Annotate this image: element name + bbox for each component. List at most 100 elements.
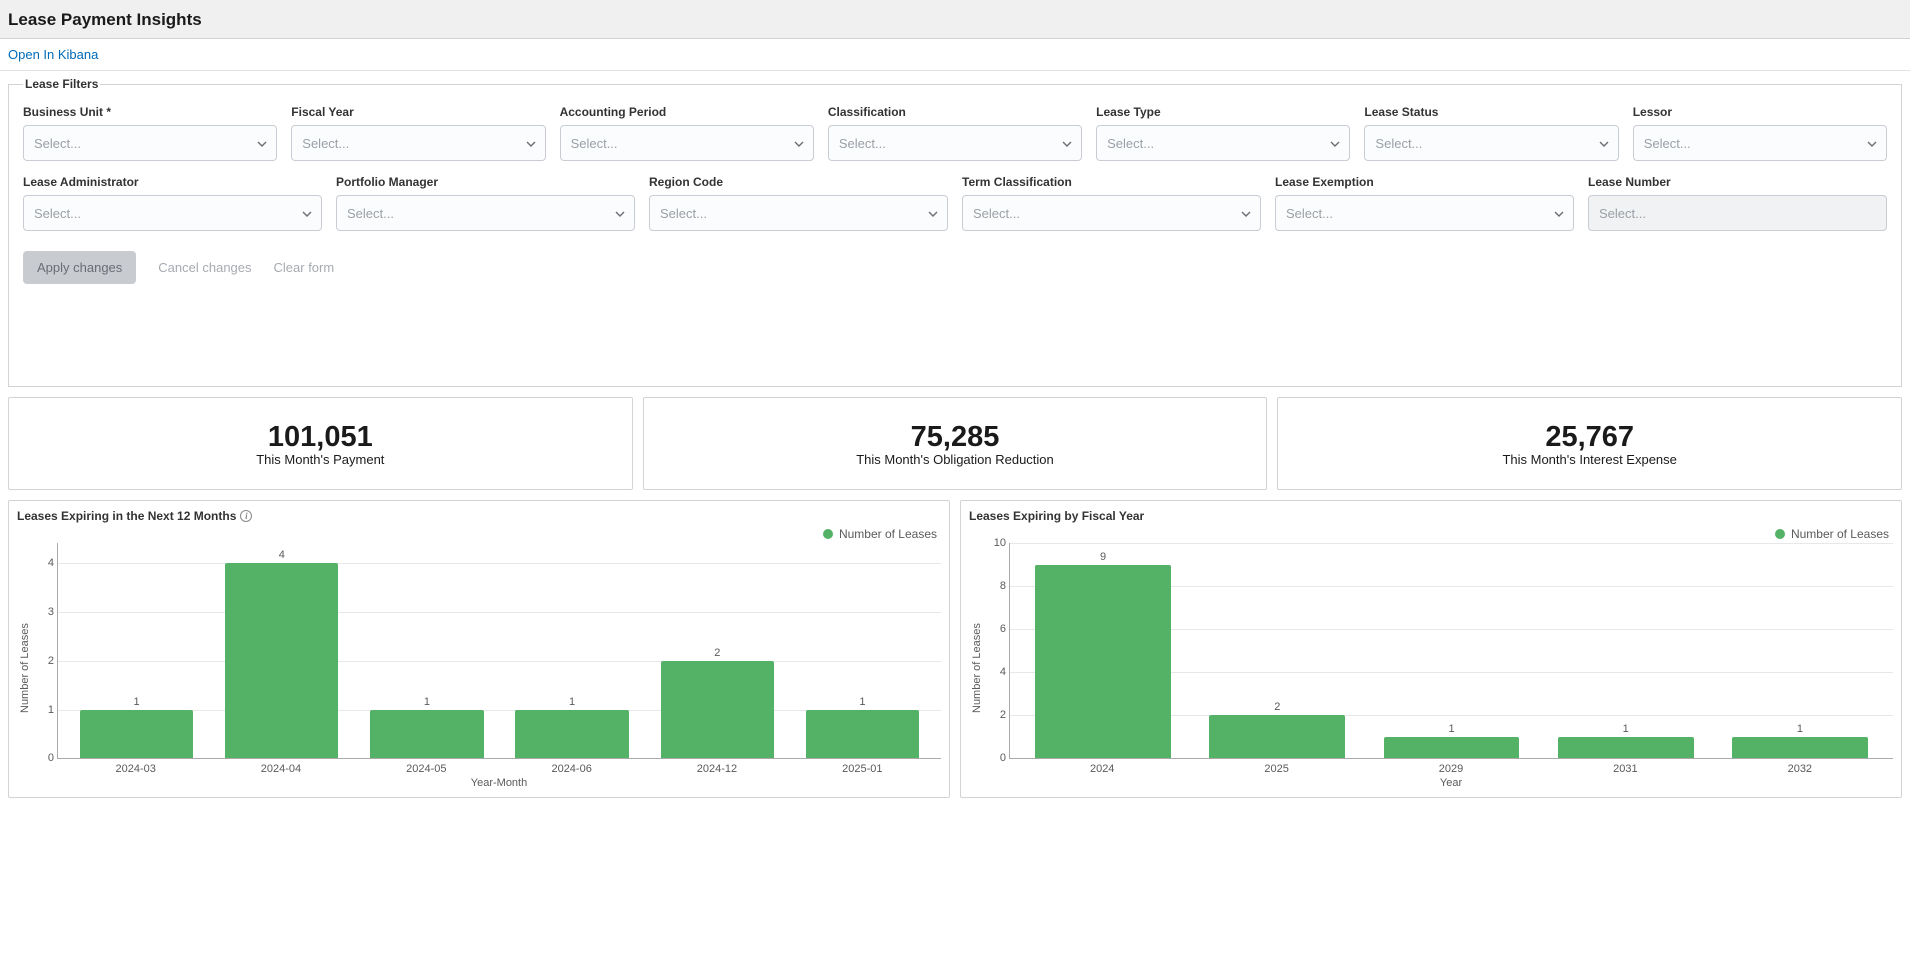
filter-business-unit: Business Unit * Select... bbox=[23, 105, 277, 161]
bar-slot: 1 bbox=[64, 543, 209, 758]
open-in-kibana-link[interactable]: Open In Kibana bbox=[8, 47, 98, 62]
filter-label-lessor: Lessor bbox=[1633, 105, 1887, 119]
select-accounting-period[interactable]: Select... bbox=[560, 125, 814, 161]
y-tick: 8 bbox=[988, 580, 1006, 592]
bar-value-label: 1 bbox=[859, 696, 865, 708]
bar bbox=[1732, 737, 1868, 759]
select-portfolio-manager[interactable]: Select... bbox=[336, 195, 635, 231]
x-tick: 2031 bbox=[1538, 759, 1712, 775]
select-placeholder: Select... bbox=[571, 136, 618, 151]
x-axis-label: Year bbox=[1009, 777, 1893, 789]
kpi-payment: 101,051This Month's Payment bbox=[8, 397, 633, 490]
legend-dot-icon bbox=[823, 529, 833, 539]
chevron-down-icon bbox=[793, 138, 803, 148]
chart-body: Number of Leases012341411212024-032024-0… bbox=[17, 543, 941, 793]
select-lease-status[interactable]: Select... bbox=[1364, 125, 1618, 161]
select-placeholder: Select... bbox=[1286, 206, 1333, 221]
apply-changes-button[interactable]: Apply changes bbox=[23, 251, 136, 284]
legend-dot-icon bbox=[1775, 529, 1785, 539]
x-ticks: 20242025202920312032 bbox=[1009, 759, 1893, 775]
bar bbox=[515, 710, 628, 759]
x-tick: 2025-01 bbox=[790, 759, 935, 775]
bar-value-label: 4 bbox=[279, 549, 285, 561]
bars-container: 141121 bbox=[58, 543, 941, 758]
x-tick: 2029 bbox=[1364, 759, 1538, 775]
select-region-code[interactable]: Select... bbox=[649, 195, 948, 231]
kpi-label: This Month's Payment bbox=[19, 452, 622, 467]
filters-legend: Lease Filters bbox=[23, 77, 100, 91]
filter-region-code: Region CodeSelect... bbox=[649, 175, 948, 231]
filter-classification: ClassificationSelect... bbox=[828, 105, 1082, 161]
select-lessor[interactable]: Select... bbox=[1633, 125, 1887, 161]
chevron-down-icon bbox=[614, 208, 624, 218]
select-business-unit[interactable]: Select... bbox=[23, 125, 277, 161]
clear-form-button[interactable]: Clear form bbox=[274, 251, 335, 284]
filter-label-business-unit: Business Unit * bbox=[23, 105, 277, 119]
cancel-changes-button[interactable]: Cancel changes bbox=[158, 251, 251, 284]
bar bbox=[225, 563, 338, 758]
info-icon[interactable]: i bbox=[240, 510, 252, 522]
filter-lease-status: Lease StatusSelect... bbox=[1364, 105, 1618, 161]
y-tick: 4 bbox=[988, 666, 1006, 678]
kpi-value: 101,051 bbox=[19, 422, 622, 452]
filter-label-lease-administrator: Lease Administrator bbox=[23, 175, 322, 189]
select-lease-administrator[interactable]: Select... bbox=[23, 195, 322, 231]
y-tick: 10 bbox=[988, 537, 1006, 549]
kpi-label: This Month's Interest Expense bbox=[1288, 452, 1891, 467]
select-fiscal-year[interactable]: Select... bbox=[291, 125, 545, 161]
y-tick: 2 bbox=[988, 709, 1006, 721]
chevron-down-icon bbox=[1598, 138, 1608, 148]
chevron-down-icon bbox=[1240, 208, 1250, 218]
chevron-down-icon bbox=[1553, 208, 1563, 218]
chart-expiring-12-months: Leases Expiring in the Next 12 Months i Nu… bbox=[8, 500, 950, 798]
bar-value-label: 1 bbox=[1797, 723, 1803, 735]
select-placeholder: Select... bbox=[1599, 206, 1646, 221]
y-axis-label: Number of Leases bbox=[17, 543, 33, 793]
select-placeholder: Select... bbox=[34, 136, 81, 151]
bar-slot: 1 bbox=[790, 543, 935, 758]
select-lease-type[interactable]: Select... bbox=[1096, 125, 1350, 161]
bar bbox=[80, 710, 193, 759]
select-placeholder: Select... bbox=[34, 206, 81, 221]
bar-slot: 2 bbox=[645, 543, 790, 758]
select-lease-number: Select... bbox=[1588, 195, 1887, 231]
y-tick: 6 bbox=[988, 623, 1006, 635]
filter-lease-number: Lease NumberSelect... bbox=[1588, 175, 1887, 231]
select-placeholder: Select... bbox=[839, 136, 886, 151]
plot-wrap: 012341411212024-032024-042024-052024-062… bbox=[33, 543, 941, 793]
chevron-down-icon bbox=[1061, 138, 1071, 148]
page-header: Lease Payment Insights bbox=[0, 0, 1910, 39]
filter-term-classification: Term ClassificationSelect... bbox=[962, 175, 1261, 231]
x-axis-label: Year-Month bbox=[57, 777, 941, 789]
chart-legend: Number of Leases bbox=[17, 527, 937, 541]
bar-value-label: 1 bbox=[1448, 723, 1454, 735]
bars-container: 92111 bbox=[1010, 543, 1893, 758]
x-tick: 2024-12 bbox=[644, 759, 789, 775]
bar-value-label: 2 bbox=[714, 647, 720, 659]
select-placeholder: Select... bbox=[973, 206, 1020, 221]
x-tick: 2025 bbox=[1189, 759, 1363, 775]
link-row: Open In Kibana bbox=[0, 39, 1910, 71]
filters-button-row: Apply changes Cancel changes Clear form bbox=[23, 251, 1887, 284]
bar bbox=[806, 710, 919, 759]
chart-title-text: Leases Expiring in the Next 12 Months bbox=[17, 509, 236, 523]
y-tick: 4 bbox=[36, 557, 54, 569]
chart-legend: Number of Leases bbox=[969, 527, 1889, 541]
filter-lease-exemption: Lease ExemptionSelect... bbox=[1275, 175, 1574, 231]
bar-slot: 4 bbox=[209, 543, 354, 758]
select-term-classification[interactable]: Select... bbox=[962, 195, 1261, 231]
bar-value-label: 9 bbox=[1100, 551, 1106, 563]
select-classification[interactable]: Select... bbox=[828, 125, 1082, 161]
chevron-down-icon bbox=[1866, 138, 1876, 148]
select-placeholder: Select... bbox=[660, 206, 707, 221]
filter-label-lease-type: Lease Type bbox=[1096, 105, 1350, 119]
select-lease-exemption[interactable]: Select... bbox=[1275, 195, 1574, 231]
filters-row-2: Lease Administrator Select... Portfolio Ma… bbox=[23, 175, 1887, 231]
filter-fiscal-year: Fiscal YearSelect... bbox=[291, 105, 545, 161]
x-tick: 2024-04 bbox=[208, 759, 353, 775]
bar bbox=[1209, 715, 1345, 758]
bar bbox=[370, 710, 483, 759]
filter-label-portfolio-manager: Portfolio Manager bbox=[336, 175, 635, 189]
chart-title-text: Leases Expiring by Fiscal Year bbox=[969, 509, 1144, 523]
kpi-label: This Month's Obligation Reduction bbox=[654, 452, 1257, 467]
